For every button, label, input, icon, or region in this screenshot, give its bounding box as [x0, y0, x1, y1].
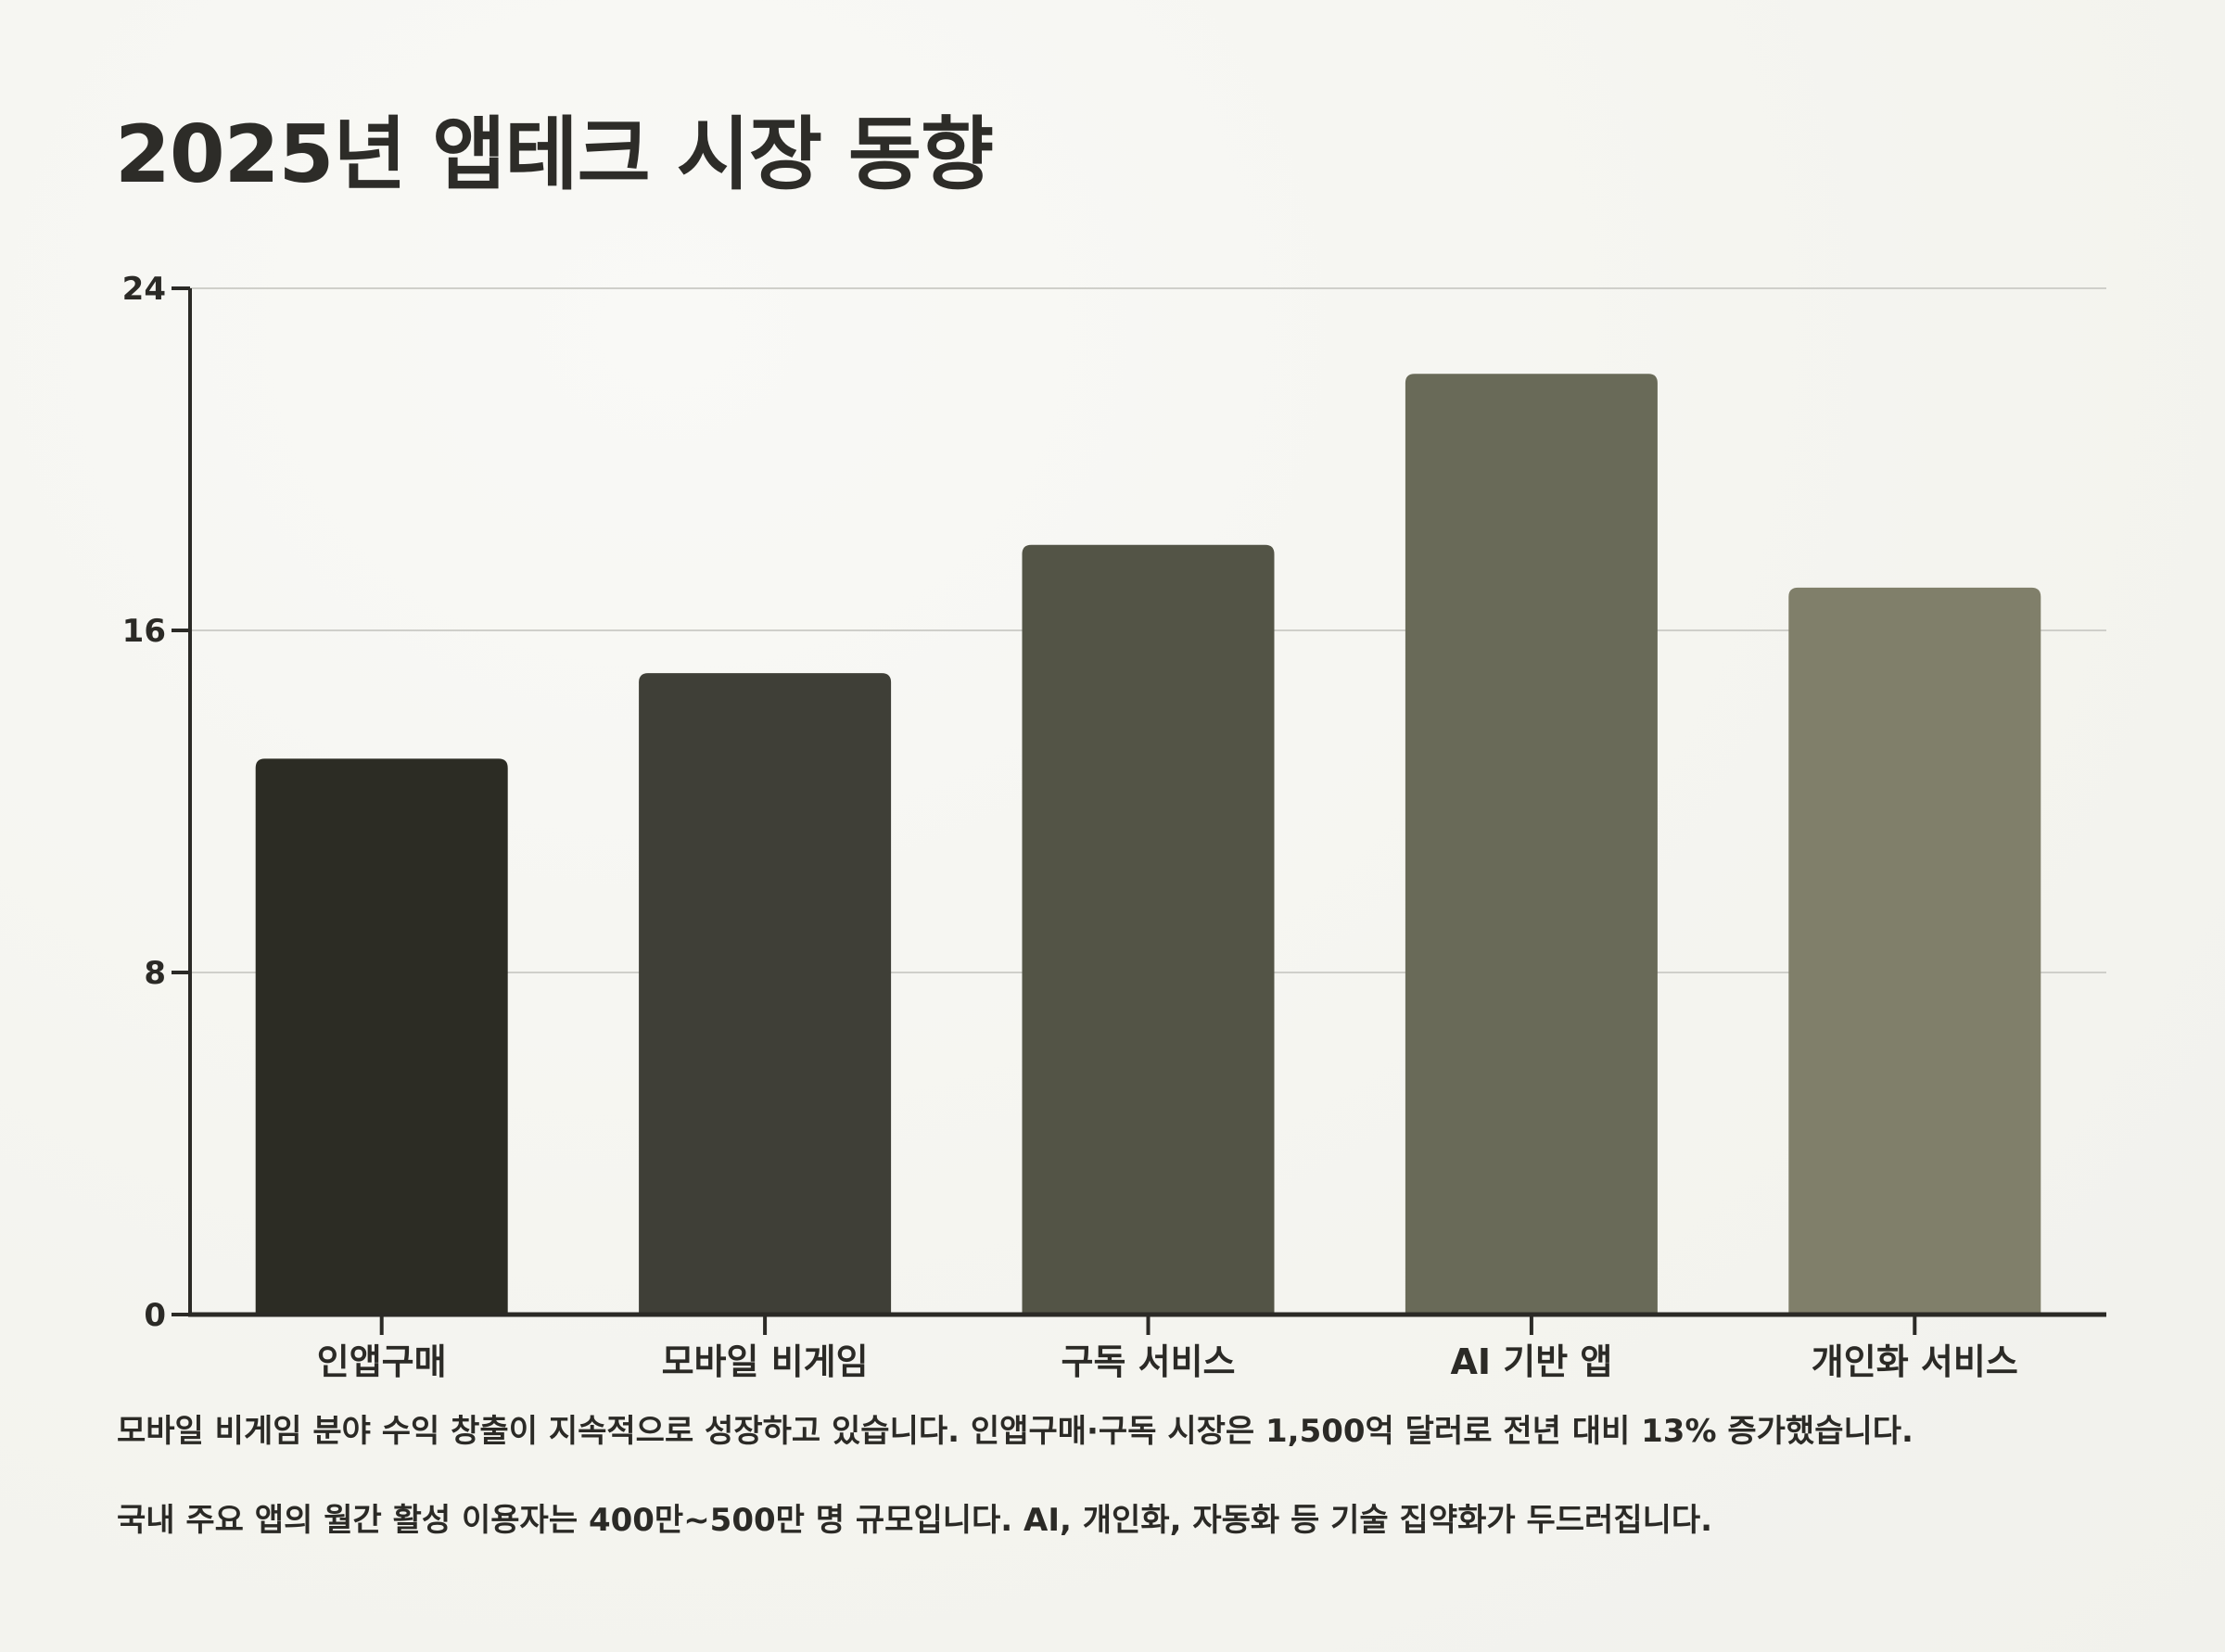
note-1: 모바일 비게임 분야 수익 창출이 지속적으로 성장하고 있습니다. 인앱구매·… — [117, 1413, 1914, 1450]
x-tick-label-3: AI 기반 앱 — [1450, 1341, 1612, 1382]
x-tick-label-0: 인앱구매 — [317, 1341, 447, 1382]
page-title: 2025년 앱테크 시장 동향 — [115, 108, 994, 201]
note-2: 국내 주요 앱의 월간 활성 이용자는 400만~500만 명 규모입니다. A… — [117, 1502, 1713, 1539]
notes: 모바일 비게임 분야 수익 창출이 지속적으로 성장하고 있습니다. 인앱구매·… — [117, 1409, 2156, 1587]
y-tick-label-3: 24 — [122, 271, 166, 308]
bar-4 — [1788, 587, 2041, 1315]
x-tick-label-2: 구독 서비스 — [1061, 1341, 1235, 1382]
y-tick-label-1: 8 — [144, 955, 166, 992]
bar-chart: 0 8 16 24 인앱구매 모바일 비게임 구독 서비스 AI 기반 앱 개인화 서비스 — [122, 271, 2106, 1382]
axes — [172, 286, 2106, 1335]
bars — [255, 374, 2041, 1315]
x-tick-label-1: 모바일 비게임 — [662, 1341, 869, 1382]
tick-labels: 0 8 16 24 인앱구매 모바일 비게임 구독 서비스 AI 기반 앱 개인화 서비스 — [122, 271, 2018, 1382]
bar-2 — [1022, 544, 1275, 1315]
bar-0 — [255, 758, 508, 1315]
bar-3 — [1405, 374, 1658, 1315]
y-tick-label-2: 16 — [122, 613, 166, 650]
y-tick-label-0: 0 — [144, 1297, 166, 1334]
x-tick-label-4: 개인화 서비스 — [1812, 1341, 2018, 1382]
bar-1 — [639, 673, 892, 1315]
